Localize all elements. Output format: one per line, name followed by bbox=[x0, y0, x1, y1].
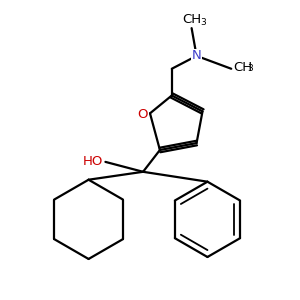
Text: CH: CH bbox=[182, 13, 201, 26]
Text: O: O bbox=[137, 108, 148, 121]
Text: HO: HO bbox=[83, 155, 104, 168]
Text: 3: 3 bbox=[247, 64, 253, 73]
Text: 3: 3 bbox=[200, 18, 206, 27]
Text: CH: CH bbox=[233, 61, 252, 74]
Text: N: N bbox=[192, 50, 201, 62]
